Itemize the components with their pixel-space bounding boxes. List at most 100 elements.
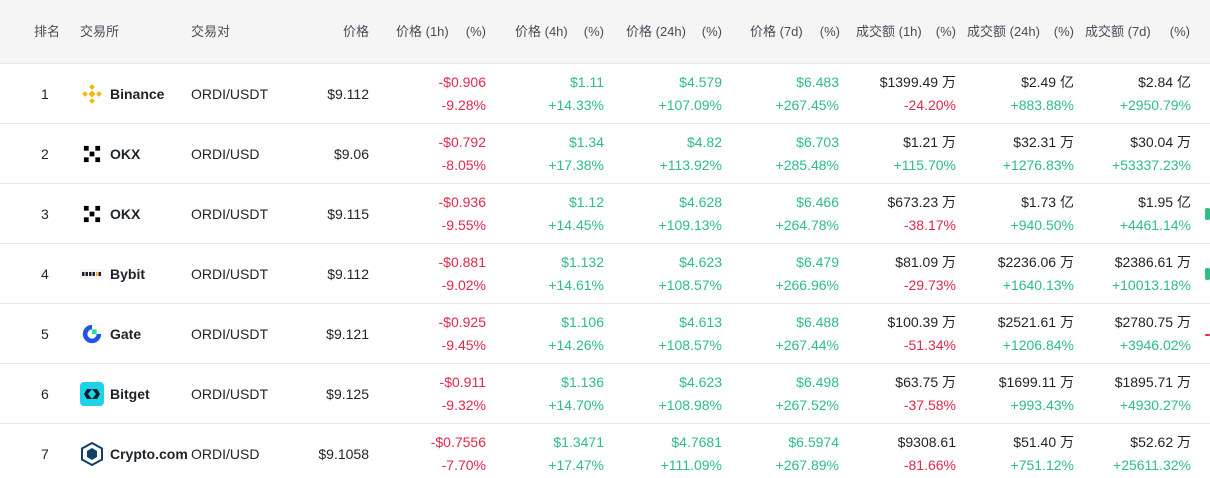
rank-cell: 6 [41,386,49,402]
price-cell: $9.112 [327,266,369,282]
price-cell: $9.06 [333,146,369,162]
exchange-cell[interactable]: Binance [80,64,164,124]
table-header: 排名 交易所 交易对 价格 价格 (1h) (%) 价格 (4h) (%) 价格… [0,0,1210,64]
price-24h-value: $4.623 [679,374,722,390]
clipped-column-marker [1205,268,1210,280]
header-vol-24h[interactable]: 成交额 (24h) [967,24,1040,39]
vol-24h-value: $2.49 亿 [1021,74,1074,90]
header-vol-7d-pct[interactable]: (%) [1169,24,1190,39]
pair-cell: ORDI/USDT [191,386,268,402]
exchange-cell[interactable]: Bitget [80,364,150,424]
header-exchange[interactable]: 交易所 [80,24,120,39]
price-24h-value: $4.623 [679,254,722,270]
vol-7d-value: $1.95 亿 [1138,194,1191,210]
clipped-column-marker [1205,334,1210,336]
price-1h-pct: -9.55% [441,217,486,233]
table-row[interactable]: 7 Crypto.com ORDI/USD $9.1058 -$0.7556 -… [0,424,1210,478]
header-price-4h[interactable]: 价格 (4h) [515,24,568,39]
vol-7d-value: $2.84 亿 [1138,74,1191,90]
vol-1h-pct: -38.17% [903,217,956,233]
price-7d-pct: +267.44% [775,337,839,353]
vol-7d-value: $1895.71 万 [1114,374,1191,390]
header-price[interactable]: 价格 [342,24,369,39]
price-24h-value: $4.628 [679,194,722,210]
header-vol-1h[interactable]: 成交额 (1h) [856,24,922,39]
vol-1h-pct: -24.20% [903,97,956,113]
price-4h-pct: +14.45% [548,217,604,233]
vol-24h-pct: +993.43% [1010,397,1074,413]
header-price-7d[interactable]: 价格 (7d) [750,24,803,39]
price-24h-pct: +108.57% [658,277,722,293]
clipped-column-marker [1205,208,1210,220]
table-row[interactable]: 2 OKX ORDI/USD $9.06 -$0.792 -8.05% $1.3… [0,124,1210,184]
exchange-name: OKX [110,206,141,222]
header-price-24h-pct[interactable]: (%) [701,24,722,39]
vol-24h-value: $1699.11 万 [998,374,1074,390]
exchange-cell[interactable]: Gate [80,304,141,364]
price-cell: $9.1058 [318,446,369,462]
binance-logo-icon [80,82,104,106]
vol-1h-value: $81.09 万 [895,254,956,270]
price-7d-value: $6.488 [796,314,839,330]
vol-24h-pct: +1640.13% [1002,277,1074,293]
vol-1h-pct: -81.66% [903,457,956,473]
price-1h-pct: -7.70% [441,457,486,473]
price-4h-value: $1.3471 [553,434,604,450]
vol-24h-value: $1.73 亿 [1021,194,1074,210]
vol-7d-pct: +10013.18% [1111,277,1191,293]
vol-1h-value: $673.23 万 [887,194,957,210]
header-price-24h[interactable]: 价格 (24h) [626,24,686,39]
header-rank[interactable]: 排名 [34,24,61,39]
price-7d-pct: +264.78% [775,217,839,233]
price-1h-value: -$0.906 [438,74,486,90]
exchange-name: Binance [110,86,165,102]
price-1h-value: -$0.881 [438,254,486,270]
header-vol-24h-pct[interactable]: (%) [1053,24,1074,39]
exchange-cell[interactable]: Bybit [80,244,145,304]
price-1h-value: -$0.911 [439,374,486,390]
okx-logo-icon [80,142,104,166]
header-price-1h-pct[interactable]: (%) [465,24,486,39]
table-row[interactable]: 1 Binance ORDI/USDT $9.112 -$0.906 -9.28… [0,64,1210,124]
price-7d-pct: +267.52% [775,397,839,413]
vol-7d-pct: +4461.14% [1119,217,1191,233]
exchange-name: Bitget [110,386,150,402]
vol-7d-pct: +4930.27% [1119,397,1191,413]
price-1h-pct: -9.45% [441,337,486,353]
vol-24h-pct: +1206.84% [1002,337,1074,353]
exchange-cell[interactable]: Crypto.com [80,424,188,478]
pair-cell: ORDI/USDT [191,326,268,342]
vol-1h-value: $1.21 万 [903,134,956,150]
table-row[interactable]: 5 Gate ORDI/USDT $9.121 -$0.925 -9.45% $… [0,304,1210,364]
price-7d-pct: +266.96% [775,277,839,293]
price-7d-value: $6.483 [796,74,839,90]
header-price-4h-pct[interactable]: (%) [583,24,604,39]
header-pair[interactable]: 交易对 [191,24,231,39]
header-vol-7d[interactable]: 成交额 (7d) [1085,24,1151,39]
table-row[interactable]: 4 Bybit ORDI/USDT $9.112 -$0.881 -9.02% … [0,244,1210,304]
vol-24h-value: $2521.61 万 [997,314,1074,330]
header-price-7d-pct[interactable]: (%) [819,24,840,39]
exchange-name: Gate [110,326,142,342]
rank-cell: 7 [41,446,49,462]
table-row[interactable]: 6 Bitget ORDI/USDT $9.125 -$0.911 -9.32%… [0,364,1210,424]
exchange-cell[interactable]: OKX [80,184,140,244]
exchange-cell[interactable]: OKX [80,124,140,184]
price-24h-value: $4.82 [686,134,722,150]
price-4h-value: $1.12 [568,194,604,210]
price-cell: $9.112 [327,86,369,102]
price-1h-pct: -9.32% [441,397,486,413]
price-24h-value: $4.613 [679,314,722,330]
cryptocom-logo-icon [80,442,104,466]
price-4h-value: $1.132 [561,254,604,270]
table-row[interactable]: 3 OKX ORDI/USDT $9.115 -$0.936 -9.55% $1… [0,184,1210,244]
price-1h-value: -$0.7556 [430,434,486,450]
vol-24h-value: $2236.06 万 [997,254,1074,270]
price-4h-pct: +14.26% [548,337,604,353]
vol-24h-pct: +940.50% [1010,217,1074,233]
header-vol-1h-pct[interactable]: (%) [935,24,956,39]
header-price-1h[interactable]: 价格 (1h) [396,24,449,39]
vol-7d-pct: +25611.32% [1113,457,1191,473]
vol-1h-value: $9308.61 [897,434,956,450]
